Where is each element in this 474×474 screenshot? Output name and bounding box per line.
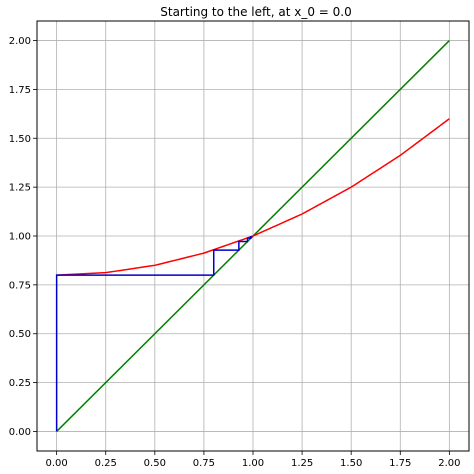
y-tick-label: 1.00	[9, 232, 31, 243]
y-tick-label: 1.25	[9, 183, 31, 194]
x-tick-label: 1.00	[242, 458, 264, 469]
cobweb-path	[55, 236, 253, 432]
x-tick-label: 0.75	[193, 458, 215, 469]
x-axis: 0.00 0.25 0.50 0.75 1.00 1.25 1.50 1.75 2.00	[46, 451, 460, 469]
chart-title: Starting to the left, at x_0 = 0.0	[160, 5, 352, 19]
y-tick-label: 0.50	[9, 329, 31, 340]
y-tick-label: 0.25	[9, 378, 31, 389]
y-tick-label: 1.50	[9, 134, 31, 145]
y-tick-label: 2.00	[9, 36, 31, 47]
y-tick-label: 0.00	[9, 427, 31, 438]
function-curve	[56, 118, 450, 276]
y-tick-label: 0.75	[9, 280, 31, 291]
x-tick-label: 1.75	[389, 458, 411, 469]
x-tick-label: 1.25	[291, 458, 313, 469]
y-tick-label: 1.75	[9, 85, 31, 96]
y-axis: 0.00 0.25 0.50 0.75 1.00 1.25 1.50 1.75 2.00	[9, 36, 37, 438]
x-tick-label: 1.50	[340, 458, 362, 469]
x-tick-label: 0.00	[46, 458, 68, 469]
x-tick-label: 0.50	[144, 458, 166, 469]
series-layer	[55, 40, 450, 432]
x-tick-label: 2.00	[438, 458, 460, 469]
x-tick-label: 0.25	[95, 458, 117, 469]
